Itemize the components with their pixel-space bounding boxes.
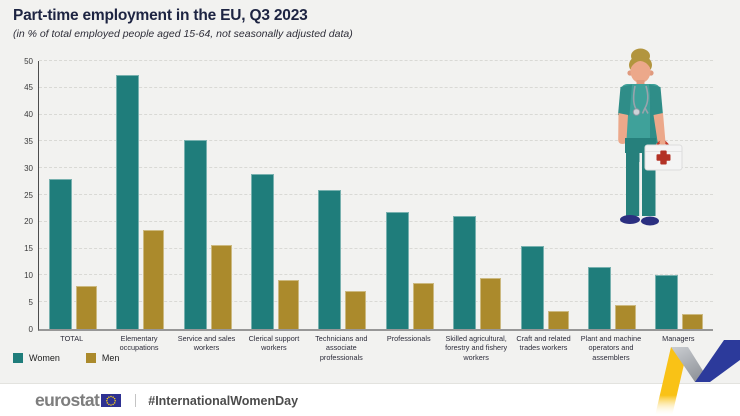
category-label-4: Technicians and associate professionals [315,334,368,362]
gridline-40 [39,113,713,115]
gridline-5 [39,301,713,303]
chart-legend: Women Men [13,353,119,363]
bar-women-5 [385,211,409,329]
y-tick-label-45: 45 [24,83,33,93]
bar-men-1 [143,229,165,329]
bar-women-6 [453,215,477,329]
bar-group-0 [39,61,106,329]
eu-flag-icon [101,393,122,408]
bar-group-6 [443,61,510,329]
y-tick-label-50: 50 [24,56,33,66]
bar-group-1 [106,61,173,329]
gridline-50 [39,60,713,61]
bar-men-0 [75,286,97,329]
y-tick-label-30: 30 [24,163,33,173]
ribbon-yellow-band [655,347,688,416]
gridline-10 [39,274,713,276]
bar-group-4 [309,61,376,329]
y-tick-label-25: 25 [24,190,33,200]
y-tick-label-20: 20 [24,217,33,227]
bar-men-8 [614,305,636,329]
bar-women-9 [655,275,679,329]
gridline-45 [39,86,713,88]
ribbon-grey-fold [671,347,710,382]
y-tick-label-10: 10 [24,270,33,280]
bar-group-9 [646,61,713,329]
nurse-left-leg [626,148,640,216]
bar-men-6 [480,277,502,329]
footer-bar: eurostat #InternationalWomenDay [0,383,740,416]
plot-area [38,60,713,331]
bar-women-7 [520,245,544,329]
legend-item-men: Men [85,353,120,363]
legend-item-women: Women [13,353,60,363]
gridline-15 [39,247,713,249]
bar-men-3 [277,280,299,329]
bar-men-5 [412,282,434,329]
y-axis: 0 5 10 15 20 25 30 35 40 45 50 [4,57,33,334]
category-label-0: TOTAL [60,334,84,343]
category-label-1: Elementary occupations [119,334,159,353]
legend-label: Women [29,353,60,363]
y-tick-label-5: 5 [28,297,33,307]
gridline-20 [39,220,713,222]
category-label-9: Managers [662,334,695,343]
gridline-35 [39,140,713,142]
nurse-left-shoe [620,215,640,224]
category-label-2: Service and sales workers [177,334,236,353]
ribbon-blue-band [695,340,740,382]
bar-women-1 [116,75,140,329]
category-label-3: Clerical support workers [248,334,300,353]
bar-group-5 [376,61,443,329]
bar-group-2 [174,61,241,329]
ribbon-decoration [655,340,740,416]
category-label-6: Skilled agricultural, forestry and fishe… [445,334,508,362]
category-label-5: Professionals [386,334,431,343]
y-tick-label-35: 35 [24,136,33,146]
bar-men-9 [682,314,704,329]
bar-group-8 [578,61,645,329]
y-tick-label-0: 0 [28,324,33,334]
nurse-right-shoe [641,216,659,226]
y-tick-label-40: 40 [24,110,33,120]
bar-men-4 [345,290,367,329]
bar-group-3 [241,61,308,329]
bar-group-7 [511,61,578,329]
category-label-8: Plant and machine operators and assemble… [580,334,642,362]
bar-men-2 [210,245,232,329]
gridline-25 [39,194,713,195]
x-axis-labels: TOTAL Elementary occupations Service and s… [38,334,712,362]
nurse-right-arm [653,113,666,144]
stethoscope [632,85,637,110]
bar-women-3 [250,174,274,329]
gridline-30 [39,167,713,169]
eurostat-logo: eurostat [35,390,122,411]
bar-women-0 [48,178,72,329]
page-title: Part-time employment in the EU, Q3 2023 [13,7,308,24]
legend-label: Men [101,353,120,363]
nurse-left-arm [618,113,628,144]
bar-women-8 [587,266,611,329]
bar-men-7 [547,310,569,329]
nurse-illustration [618,48,683,226]
footer-separator [135,394,137,407]
bars-container [39,61,713,329]
legend-swatch-men [85,353,96,363]
bar-women-4 [318,189,342,329]
nurse-face [630,60,651,83]
category-label-7: Craft and related trades workers [516,334,571,353]
y-tick-label-15: 15 [24,244,33,254]
hashtag-text: #InternationalWomenDay [148,393,299,408]
bar-women-2 [183,140,207,329]
page-subtitle: (in % of total employed people aged 15-6… [13,28,353,40]
legend-swatch-women [13,353,23,363]
eurostat-logo-text: eurostat [35,390,100,410]
